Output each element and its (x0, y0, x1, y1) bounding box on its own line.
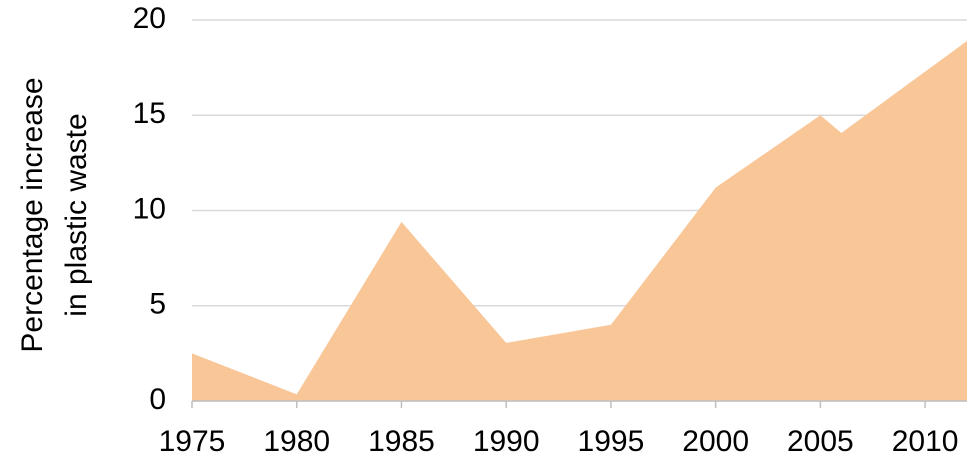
x-tick-label: 2005 (787, 425, 854, 458)
x-tick-label: 1975 (159, 425, 226, 458)
x-tick-label: 2000 (682, 425, 749, 458)
x-tick-label: 1985 (368, 425, 435, 458)
y-axis-title-line: Percentage increase (16, 77, 49, 352)
x-tick-label: 1980 (263, 425, 330, 458)
x-tick-label: 1990 (473, 425, 540, 458)
y-tick-label: 5 (149, 288, 166, 321)
x-tick-label: 1995 (578, 425, 645, 458)
y-tick-label: 0 (149, 383, 166, 416)
y-tick-label: 10 (133, 192, 166, 225)
y-axis-title-line: in plastic waste (60, 113, 93, 316)
x-tick-label: 2010 (892, 425, 959, 458)
y-tick-label: 15 (133, 97, 166, 130)
area (192, 40, 967, 401)
y-tick-label: 20 (133, 2, 166, 35)
y-axis-title: Percentage increase in plastic waste (16, 77, 93, 352)
